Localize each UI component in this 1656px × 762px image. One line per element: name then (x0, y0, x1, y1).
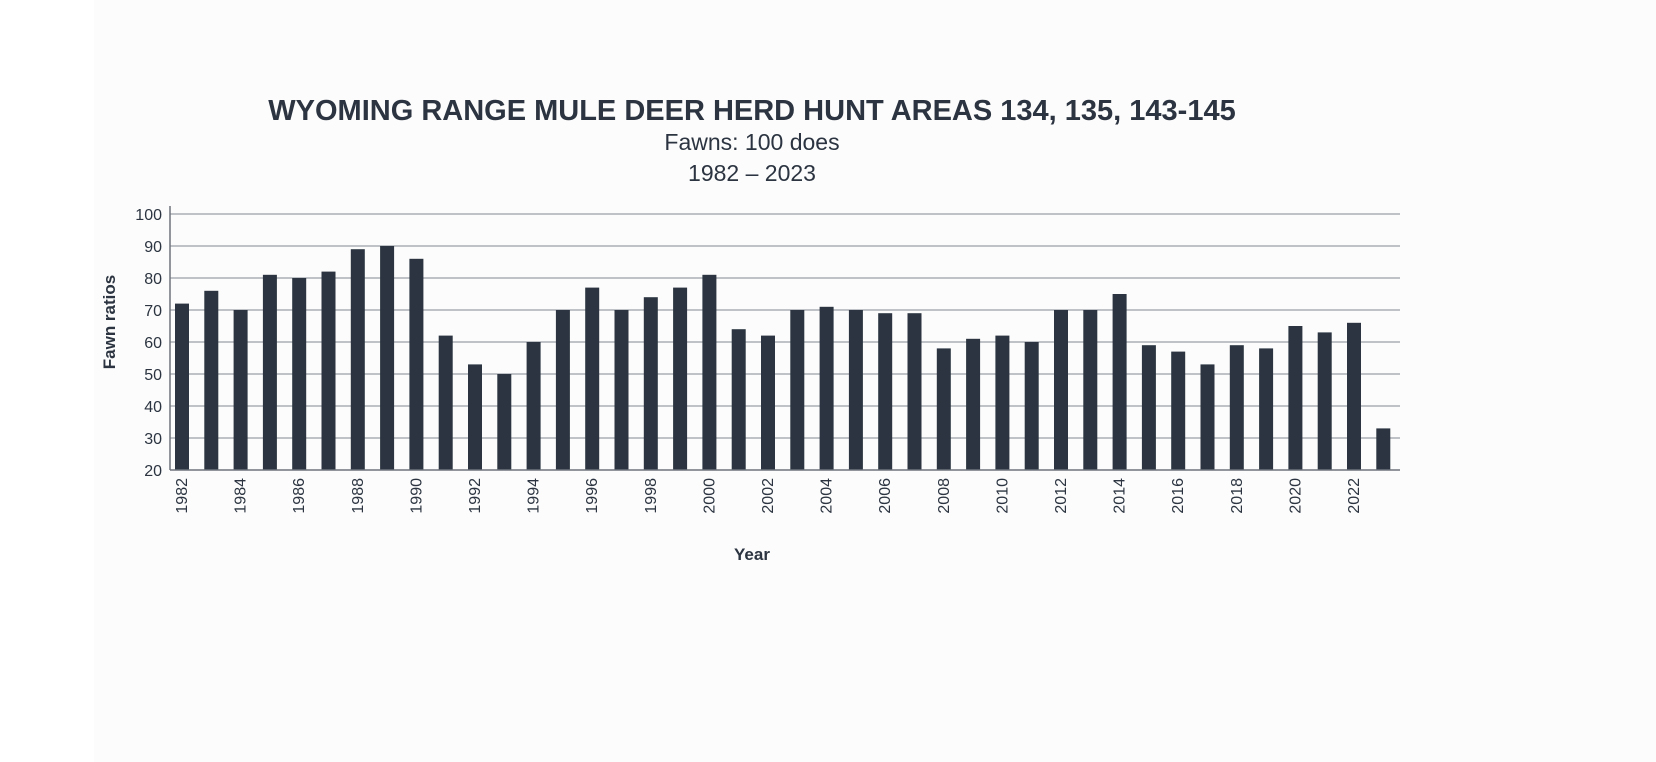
bar-2017 (1200, 364, 1215, 470)
chart-date-range: 1982 – 2023 (688, 160, 816, 186)
y-axis-label: Fawn ratios (100, 275, 119, 369)
bar-1985 (262, 274, 277, 470)
bar-1988 (350, 249, 365, 470)
x-tick-label: 1996 (584, 478, 601, 514)
bar-2023 (1376, 428, 1391, 470)
bar-2020 (1288, 326, 1303, 470)
x-tick-label: 2006 (877, 478, 894, 514)
bar-1995 (555, 310, 570, 470)
bar-1987 (321, 271, 336, 470)
bar-1986 (292, 278, 307, 470)
bar-1999 (673, 287, 688, 470)
bar-1990 (409, 258, 424, 470)
bar-2014 (1112, 294, 1127, 470)
x-tick-label: 1994 (526, 478, 543, 514)
chart-subtitle: Fawns: 100 does (664, 129, 839, 155)
bar-2018 (1229, 345, 1244, 470)
bar-2004 (819, 306, 834, 470)
bars (175, 246, 1391, 470)
bar-2012 (1054, 310, 1068, 470)
bar-1998 (643, 297, 658, 470)
chart-title: WYOMING RANGE MULE DEER HERD HUNT AREAS … (268, 95, 1235, 127)
bar-2007 (907, 313, 922, 470)
x-tick-label: 1998 (643, 478, 660, 514)
bar-1984 (233, 310, 248, 470)
bar-2010 (995, 335, 1010, 470)
bar-2005 (848, 310, 863, 470)
bar-1989 (380, 246, 395, 470)
y-tick-label: 50 (144, 367, 162, 384)
x-tick-label: 1984 (233, 478, 250, 514)
bar-1982 (175, 303, 189, 470)
y-axis-ticks: 20 30 40 50 60 70 80 90 100 (135, 207, 162, 480)
bar-2019 (1259, 348, 1274, 470)
bar-2011 (1024, 342, 1039, 470)
y-tick-label: 30 (144, 431, 162, 448)
fawn-ratio-bar-chart: WYOMING RANGE MULE DEER HERD HUNT AREAS … (100, 95, 1400, 564)
chart-panel: WYOMING RANGE MULE DEER HERD HUNT AREAS … (94, 0, 1656, 762)
bar-2003 (790, 310, 805, 470)
bar-1994 (526, 342, 541, 470)
bar-2006 (878, 313, 893, 470)
bar-1996 (585, 287, 600, 470)
bar-2002 (761, 335, 775, 470)
bar-2009 (966, 338, 981, 470)
x-tick-label: 2008 (936, 478, 953, 514)
y-tick-label: 40 (144, 399, 162, 416)
bar-1991 (438, 335, 453, 470)
x-axis-label: Year (734, 545, 770, 564)
bar-2016 (1171, 351, 1186, 470)
y-tick-label: 80 (144, 271, 162, 288)
x-tick-label: 1982 (174, 478, 191, 514)
bar-2001 (731, 329, 746, 470)
y-tick-label: 20 (144, 463, 162, 480)
x-tick-label: 2018 (1229, 478, 1246, 514)
x-tick-label: 1986 (291, 478, 308, 514)
y-tick-label: 70 (144, 303, 162, 320)
bar-2000 (702, 274, 717, 470)
x-tick-label: 2004 (819, 478, 836, 514)
x-tick-label: 2014 (1112, 478, 1129, 514)
bar-2021 (1317, 332, 1332, 470)
x-tick-label: 2022 (1346, 478, 1363, 514)
bar-1993 (497, 374, 512, 470)
x-tick-label: 1992 (467, 478, 484, 514)
x-tick-label: 2002 (760, 478, 777, 514)
y-tick-label: 60 (144, 335, 162, 352)
x-axis-ticks: 1982 1984 1986 1988 1990 1992 1994 1996 1998 2000… (174, 478, 1363, 514)
gridlines (170, 213, 1400, 439)
x-tick-label: 2010 (994, 478, 1011, 514)
bar-2013 (1083, 310, 1098, 470)
bar-1992 (468, 364, 482, 470)
bar-1997 (614, 310, 629, 470)
x-tick-label: 2016 (1170, 478, 1187, 514)
x-tick-label: 2020 (1287, 478, 1304, 514)
x-tick-label: 1990 (408, 478, 425, 514)
bar-1983 (204, 290, 219, 470)
bar-2022 (1347, 322, 1361, 470)
y-tick-label: 100 (135, 207, 162, 224)
x-tick-label: 2000 (701, 478, 718, 514)
x-tick-label: 1988 (350, 478, 367, 514)
bar-2008 (936, 348, 951, 470)
x-tick-label: 2012 (1053, 478, 1070, 514)
bar-2015 (1141, 345, 1156, 470)
y-tick-label: 90 (144, 239, 162, 256)
